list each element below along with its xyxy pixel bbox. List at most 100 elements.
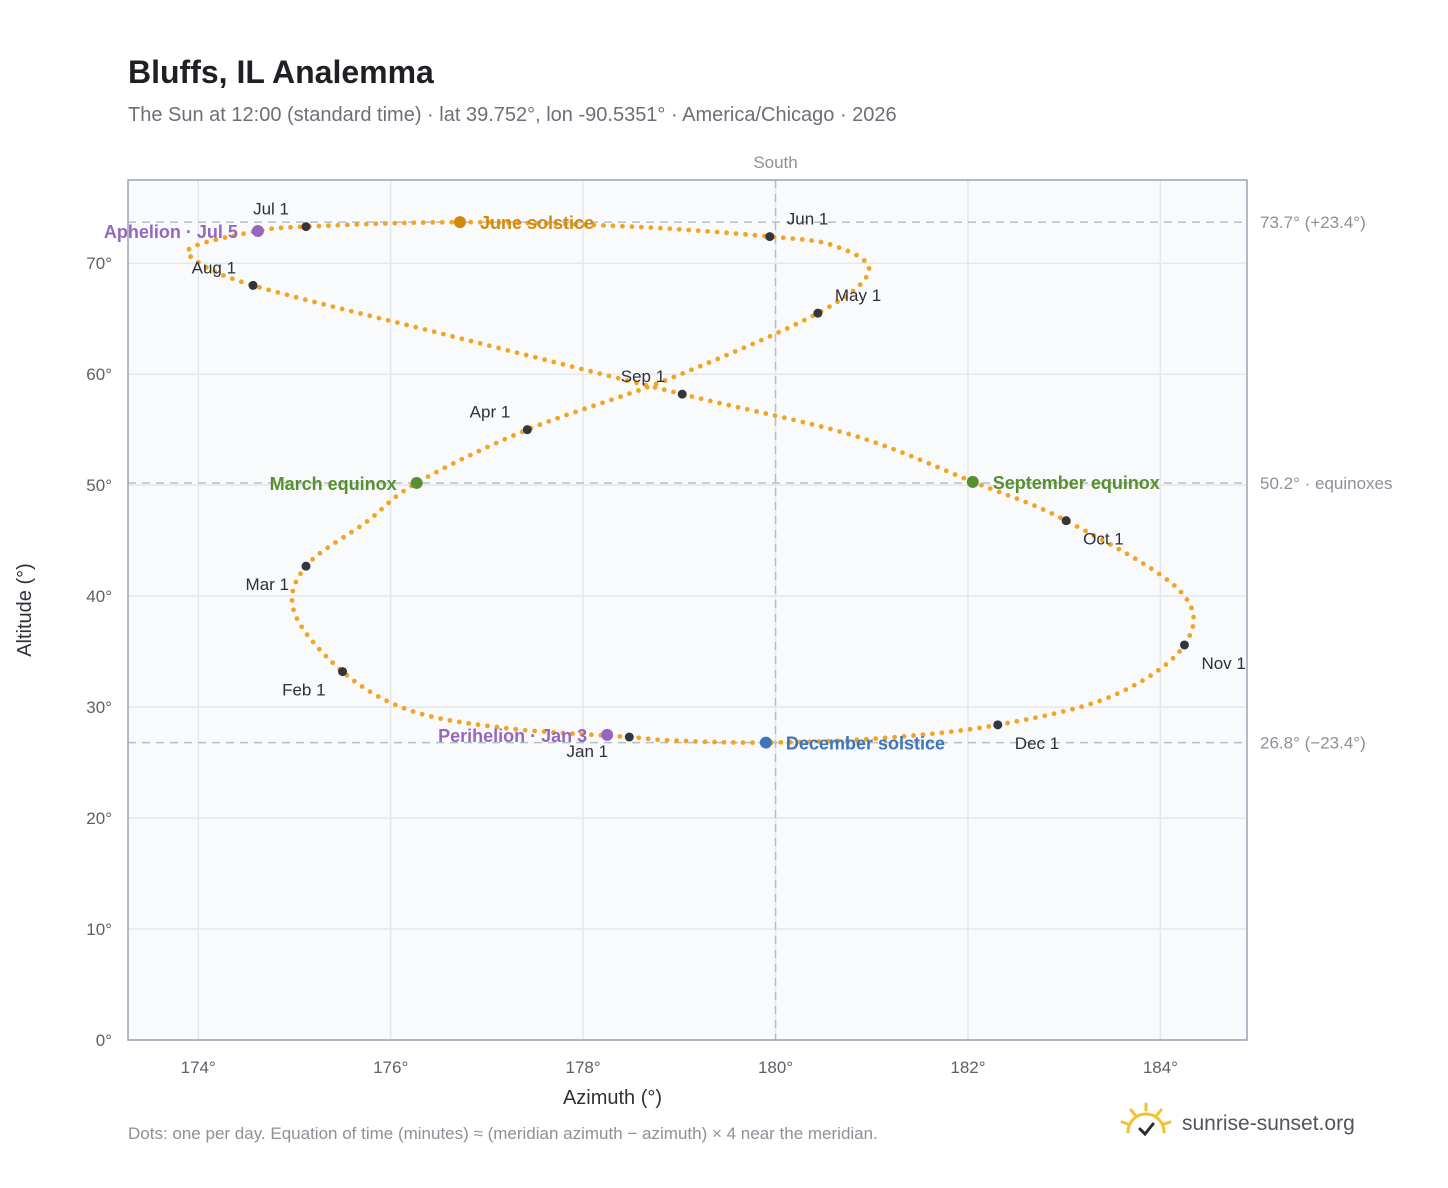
daily-sun-dot [393, 494, 399, 500]
daily-sun-dot [772, 413, 778, 418]
brand-name: sunrise-sunset.org [1182, 1112, 1355, 1135]
y-tick-label: 20° [86, 809, 112, 828]
daily-sun-dot [356, 524, 362, 530]
daily-sun-dot [1060, 709, 1066, 714]
daily-sun-dot [425, 474, 431, 479]
daily-sun-dot [978, 482, 984, 488]
daily-sun-dot [358, 311, 363, 316]
daily-sun-dot [799, 237, 805, 242]
x-axis-title: Azimuth (°) [563, 1087, 662, 1109]
daily-sun-dot [706, 360, 712, 365]
daily-sun-dot [486, 343, 492, 349]
month-marker-label: Apr 1 [470, 403, 511, 422]
daily-sun-dot [735, 404, 741, 410]
daily-sun-dot [384, 698, 390, 704]
daily-sun-dot [606, 373, 612, 379]
daily-sun-dot [731, 740, 736, 745]
daily-sun-dot [891, 446, 897, 452]
brand-logo[interactable]: sunrise-sunset.org [1120, 1102, 1355, 1146]
daily-sun-dot [560, 361, 566, 367]
month-marker-label: Jan 1 [566, 742, 608, 761]
daily-sun-dot [222, 235, 228, 240]
altitude-reference-label: 50.2° · equinoxes [1260, 474, 1393, 493]
daily-sun-dot [266, 287, 272, 293]
daily-sun-dot [1116, 546, 1122, 552]
daily-sun-dot [1014, 718, 1020, 724]
daily-sun-dot [392, 220, 398, 226]
daily-sun-dot [275, 290, 281, 295]
daily-sun-dot [288, 224, 293, 230]
daily-sun-dot [195, 259, 201, 265]
daily-sun-dot [1170, 655, 1176, 661]
daily-sun-dot [1114, 691, 1120, 697]
daily-sun-dot [523, 352, 529, 358]
daily-sun-dot [339, 306, 345, 312]
daily-sun-dot [714, 229, 720, 235]
daily-sun-dot [693, 739, 698, 744]
daily-sun-dot [844, 737, 850, 743]
chart-title: Bluffs, IL Analemma [128, 54, 434, 90]
daily-sun-dot [636, 735, 642, 741]
daily-sun-dot [502, 436, 508, 442]
daily-sun-dot [367, 689, 373, 695]
daily-sun-dot [477, 219, 483, 225]
chart-subtitle: The Sun at 12:00 (standard time) · lat 3… [128, 104, 897, 126]
x-tick-label: 176° [373, 1058, 408, 1077]
daily-sun-dot [1049, 511, 1055, 516]
daily-sun-dot [440, 331, 446, 337]
daily-sun-dot [1140, 561, 1146, 567]
daily-sun-dot [1040, 507, 1046, 512]
daily-sun-dot [754, 409, 759, 414]
daily-sun-dot [920, 732, 926, 738]
daily-sun-dot [615, 375, 621, 381]
daily-sun-dot [289, 598, 295, 603]
daily-sun-dot [854, 737, 860, 743]
daily-sun-dot [667, 226, 673, 232]
daily-sun-dot [582, 222, 587, 228]
daily-sun-dot [330, 304, 336, 310]
daily-sun-dot [741, 345, 747, 351]
event-marker-dot [759, 736, 772, 749]
daily-sun-dot [818, 239, 824, 245]
daily-sun-dot [863, 274, 869, 280]
event-marker-label: June solstice [480, 213, 594, 233]
daily-sun-dot [671, 389, 676, 395]
daily-sun-dot [404, 322, 409, 328]
daily-sun-dot [1131, 682, 1137, 688]
plot-frame [127, 179, 1248, 1041]
daily-sun-dot [837, 429, 842, 434]
daily-sun-dot [1005, 720, 1010, 726]
daily-sun-dot [344, 222, 350, 228]
month-marker-dot [1061, 516, 1071, 526]
daily-sun-dot [686, 227, 692, 233]
daily-sun-dot [1191, 614, 1196, 620]
daily-sun-dot [609, 397, 614, 403]
daily-sun-dot [591, 222, 597, 228]
daily-sun-dot [231, 233, 237, 238]
daily-sun-dot [787, 739, 793, 745]
month-marker-dot [677, 389, 687, 399]
daily-sun-dot [816, 739, 822, 744]
event-marker-label: December solstice [786, 734, 945, 754]
altitude-reference-label: 73.7° (+23.4°) [1260, 213, 1366, 232]
daily-sun-dot [413, 324, 419, 330]
reference-lines: South 73.7° (+23.4°) 50.2° · equinoxes 26.8… [128, 153, 1393, 1040]
daily-sun-dot [1032, 503, 1037, 509]
daily-sun-dot [410, 709, 416, 714]
daily-sun-dot [961, 475, 967, 481]
daily-sun-dot [697, 363, 703, 369]
daily-sun-dot [750, 740, 755, 746]
daily-sun-dot [514, 350, 520, 356]
daily-sun-dot [846, 431, 852, 437]
daily-sun-dot [671, 374, 677, 380]
daily-sun-dot [911, 733, 916, 738]
daily-sun-dot [203, 264, 209, 270]
daily-sun-dot [229, 276, 235, 282]
daily-sun-dot [674, 738, 679, 744]
daily-sun-dot [1074, 524, 1080, 529]
daily-sun-dot [525, 220, 531, 226]
daily-sun-dot [726, 402, 732, 408]
daily-sun-dot [354, 222, 360, 227]
daily-sun-dot [908, 453, 914, 459]
